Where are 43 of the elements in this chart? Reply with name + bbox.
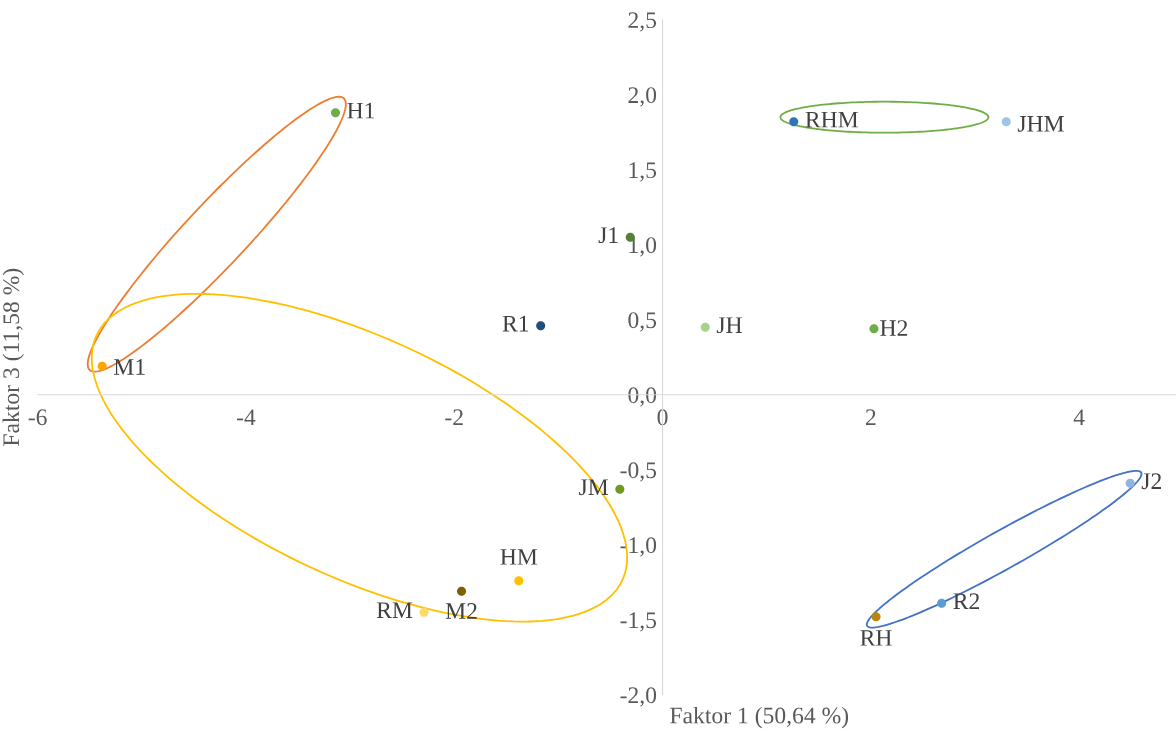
point	[457, 586, 467, 596]
annotation: RHM	[805, 111, 858, 128]
y-tick-label: 2,0	[628, 87, 657, 107]
y-tick-label: 0,5	[628, 312, 657, 332]
annotation: J2	[1141, 473, 1161, 490]
point	[871, 612, 881, 622]
point	[330, 108, 341, 118]
point	[419, 607, 429, 617]
x-tick-label: -4	[236, 409, 256, 425]
annotation: JH	[716, 317, 742, 334]
point	[514, 576, 524, 586]
y-tick-label: 0,0	[628, 387, 657, 407]
annotation: R1	[502, 315, 529, 332]
y-tick-label: -0,5	[620, 462, 657, 482]
y-tick-label: 2,5	[628, 12, 657, 32]
point	[937, 598, 947, 608]
annotation: HM	[500, 549, 538, 565]
point	[789, 117, 799, 127]
annotation: M1	[114, 359, 145, 375]
annotation: JHM	[1017, 116, 1064, 132]
point	[1001, 117, 1011, 127]
point	[97, 361, 107, 371]
x-tick-label: 4	[1073, 409, 1085, 425]
point	[536, 321, 546, 331]
y-tick-label: -2,0	[620, 687, 657, 707]
point	[700, 322, 710, 332]
annotation: R2	[953, 593, 980, 609]
y-axis-title: Faktor 3 (11,58 %)	[2, 268, 24, 446]
x-tick-label: -2	[445, 409, 463, 425]
point	[615, 484, 625, 494]
y-tick-label: -1,5	[620, 612, 657, 632]
annotation: RM	[376, 602, 413, 618]
x-axis-title: Faktor 1 (50,64 %)	[670, 706, 849, 729]
annotation: H1	[347, 102, 375, 119]
x-tick-label: 2	[865, 409, 876, 425]
x-tick-label: 0	[657, 409, 668, 426]
annotation: RH	[860, 630, 892, 646]
point	[869, 324, 879, 334]
annotation: J1	[598, 227, 618, 244]
y-tick-label: 1,5	[629, 162, 657, 182]
x-tick-label: -6	[28, 409, 47, 426]
annotation: H2	[880, 320, 908, 336]
point	[1125, 478, 1135, 488]
